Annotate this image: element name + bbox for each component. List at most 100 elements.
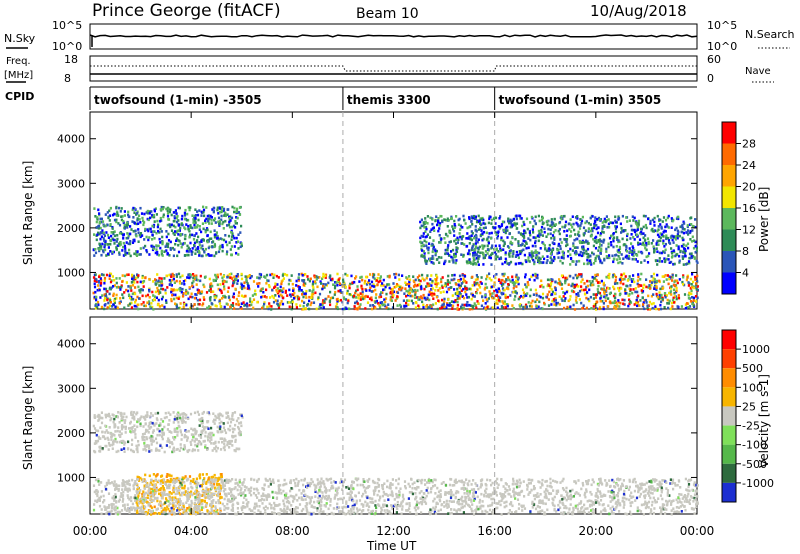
range-gate-cell	[390, 299, 393, 302]
range-gate-cell	[202, 410, 205, 414]
range-gate-cell	[127, 304, 130, 307]
range-gate-cell	[127, 213, 130, 217]
range-gate-cell	[659, 223, 662, 226]
range-gate-cell	[509, 251, 512, 255]
range-gate-cell	[429, 257, 432, 261]
range-gate-cell	[435, 215, 438, 218]
range-gate-cell	[153, 298, 156, 301]
range-gate-cell	[148, 289, 151, 293]
range-gate-cell	[398, 286, 401, 289]
range-gate-cell	[154, 449, 158, 452]
range-gate-cell	[214, 273, 217, 277]
freq-label: Freq.	[6, 56, 31, 67]
range-gate-cell	[192, 435, 195, 439]
range-gate-cell	[557, 256, 560, 259]
range-gate-cell	[209, 214, 212, 218]
range-gate-cell	[533, 262, 536, 266]
range-gate-cell	[432, 247, 435, 251]
range-gate-cell	[551, 293, 554, 296]
range-gate-cell	[273, 273, 276, 277]
range-gate-cell	[224, 214, 227, 218]
range-gate-cell	[420, 254, 423, 258]
range-gate-cell	[115, 293, 118, 297]
range-gate-cell	[95, 226, 98, 229]
range-gate-cell	[578, 227, 582, 230]
range-gate-cell	[656, 273, 659, 277]
range-gate-cell	[170, 284, 173, 287]
range-gate-cell	[289, 279, 292, 282]
nsky-trace	[89, 34, 698, 47]
range-gate-cell	[113, 234, 116, 238]
range-gate-cell	[158, 284, 161, 287]
range-gate-cell	[211, 504, 215, 508]
range-gate-cell	[118, 223, 122, 227]
range-gate-cell	[567, 222, 570, 226]
range-gate-cell	[456, 297, 459, 300]
range-gate-cell	[439, 214, 442, 218]
range-gate-cell	[273, 286, 276, 289]
range-gate-cell	[111, 305, 114, 308]
range-gate-cell	[517, 231, 520, 234]
range-gate-cell	[486, 299, 489, 303]
range-gate-cell	[520, 251, 523, 254]
range-gate-cell	[135, 250, 138, 253]
range-gate-cell	[600, 249, 603, 252]
range-gate-cell	[216, 482, 219, 485]
range-gate-cell	[228, 446, 231, 449]
range-gate-cell	[234, 434, 237, 438]
range-gate-cell	[667, 226, 670, 229]
range-gate-cell	[565, 244, 568, 248]
range-gate-cell	[157, 298, 160, 302]
range-gate-cell	[576, 215, 579, 218]
range-gate-cell	[210, 237, 213, 240]
range-gate-cell	[233, 210, 236, 214]
range-gate-cell	[488, 232, 491, 235]
range-gate-cell	[198, 298, 202, 302]
range-gate-cell	[363, 297, 366, 300]
nsky-label: N.Sky	[4, 32, 36, 45]
range-gate-cell	[416, 276, 419, 279]
range-gate-cell	[606, 286, 609, 290]
range-gate-cell	[569, 253, 572, 256]
range-gate-cell	[454, 300, 457, 304]
range-gate-cell	[361, 290, 364, 294]
range-gate-cell	[151, 483, 154, 486]
range-gate-cell	[686, 224, 689, 227]
range-gate-cell	[460, 289, 463, 292]
range-gate-cell	[144, 422, 147, 425]
range-gate-cell	[280, 300, 283, 303]
range-gate-cell	[141, 234, 144, 237]
range-gate-cell	[471, 232, 474, 235]
range-gate-cell	[670, 260, 673, 264]
range-gate-cell	[334, 284, 337, 288]
range-gate-cell	[196, 278, 199, 282]
range-gate-cell	[625, 216, 628, 219]
range-gate-cell	[586, 262, 589, 266]
range-gate-cell	[113, 278, 116, 282]
range-gate-cell	[99, 231, 102, 235]
range-gate-cell	[200, 508, 203, 511]
range-gate-cell	[664, 294, 667, 297]
range-gate-cell	[692, 304, 695, 307]
range-gate-cell	[173, 418, 176, 421]
range-gate-cell	[142, 301, 145, 304]
range-gate-cell	[666, 298, 669, 302]
range-gate-cell	[251, 300, 254, 304]
range-gate-cell	[511, 275, 514, 279]
range-gate-cell	[546, 255, 549, 258]
range-gate-cell	[183, 214, 187, 217]
range-gate-cell	[501, 287, 505, 290]
range-gate-cell	[214, 296, 217, 299]
range-gate-cell	[672, 241, 675, 244]
range-gate-cell	[640, 261, 643, 264]
range-gate-cell	[134, 301, 137, 304]
range-gate-cell	[450, 286, 453, 289]
range-gate-cell	[159, 493, 163, 497]
range-gate-cell	[604, 289, 607, 292]
range-gate-cell	[372, 289, 375, 293]
range-gate-cell	[534, 241, 537, 245]
range-gate-cell	[655, 247, 658, 250]
range-gate-cell	[103, 244, 106, 247]
range-gate-cell	[514, 262, 517, 266]
range-gate-cell	[230, 235, 234, 238]
